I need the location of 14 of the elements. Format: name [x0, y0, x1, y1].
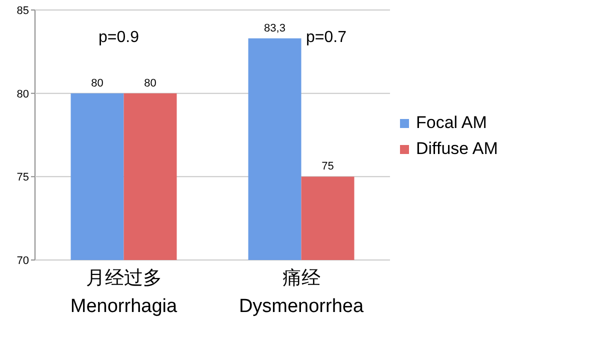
- annotation: p=0.9: [98, 29, 140, 46]
- legend-label: Focal AM: [416, 113, 487, 132]
- y-tick-label: 75: [16, 172, 29, 184]
- data-label: 83,3: [264, 22, 286, 34]
- y-tick-label: 70: [16, 255, 29, 267]
- data-label: 80: [144, 77, 156, 90]
- annotation: p=0.7: [306, 29, 347, 46]
- y-tick-label: 80: [16, 88, 29, 100]
- data-label: 75: [322, 160, 334, 173]
- legend-label: Diffuse AM: [416, 139, 498, 158]
- x-tick-label: 月经过多 Menorrhagia: [70, 268, 178, 317]
- y-tick-label: 85: [16, 5, 29, 17]
- x-tick-label: 痛经 Dysmenorrhea: [238, 268, 364, 317]
- data-label: 80: [91, 77, 104, 90]
